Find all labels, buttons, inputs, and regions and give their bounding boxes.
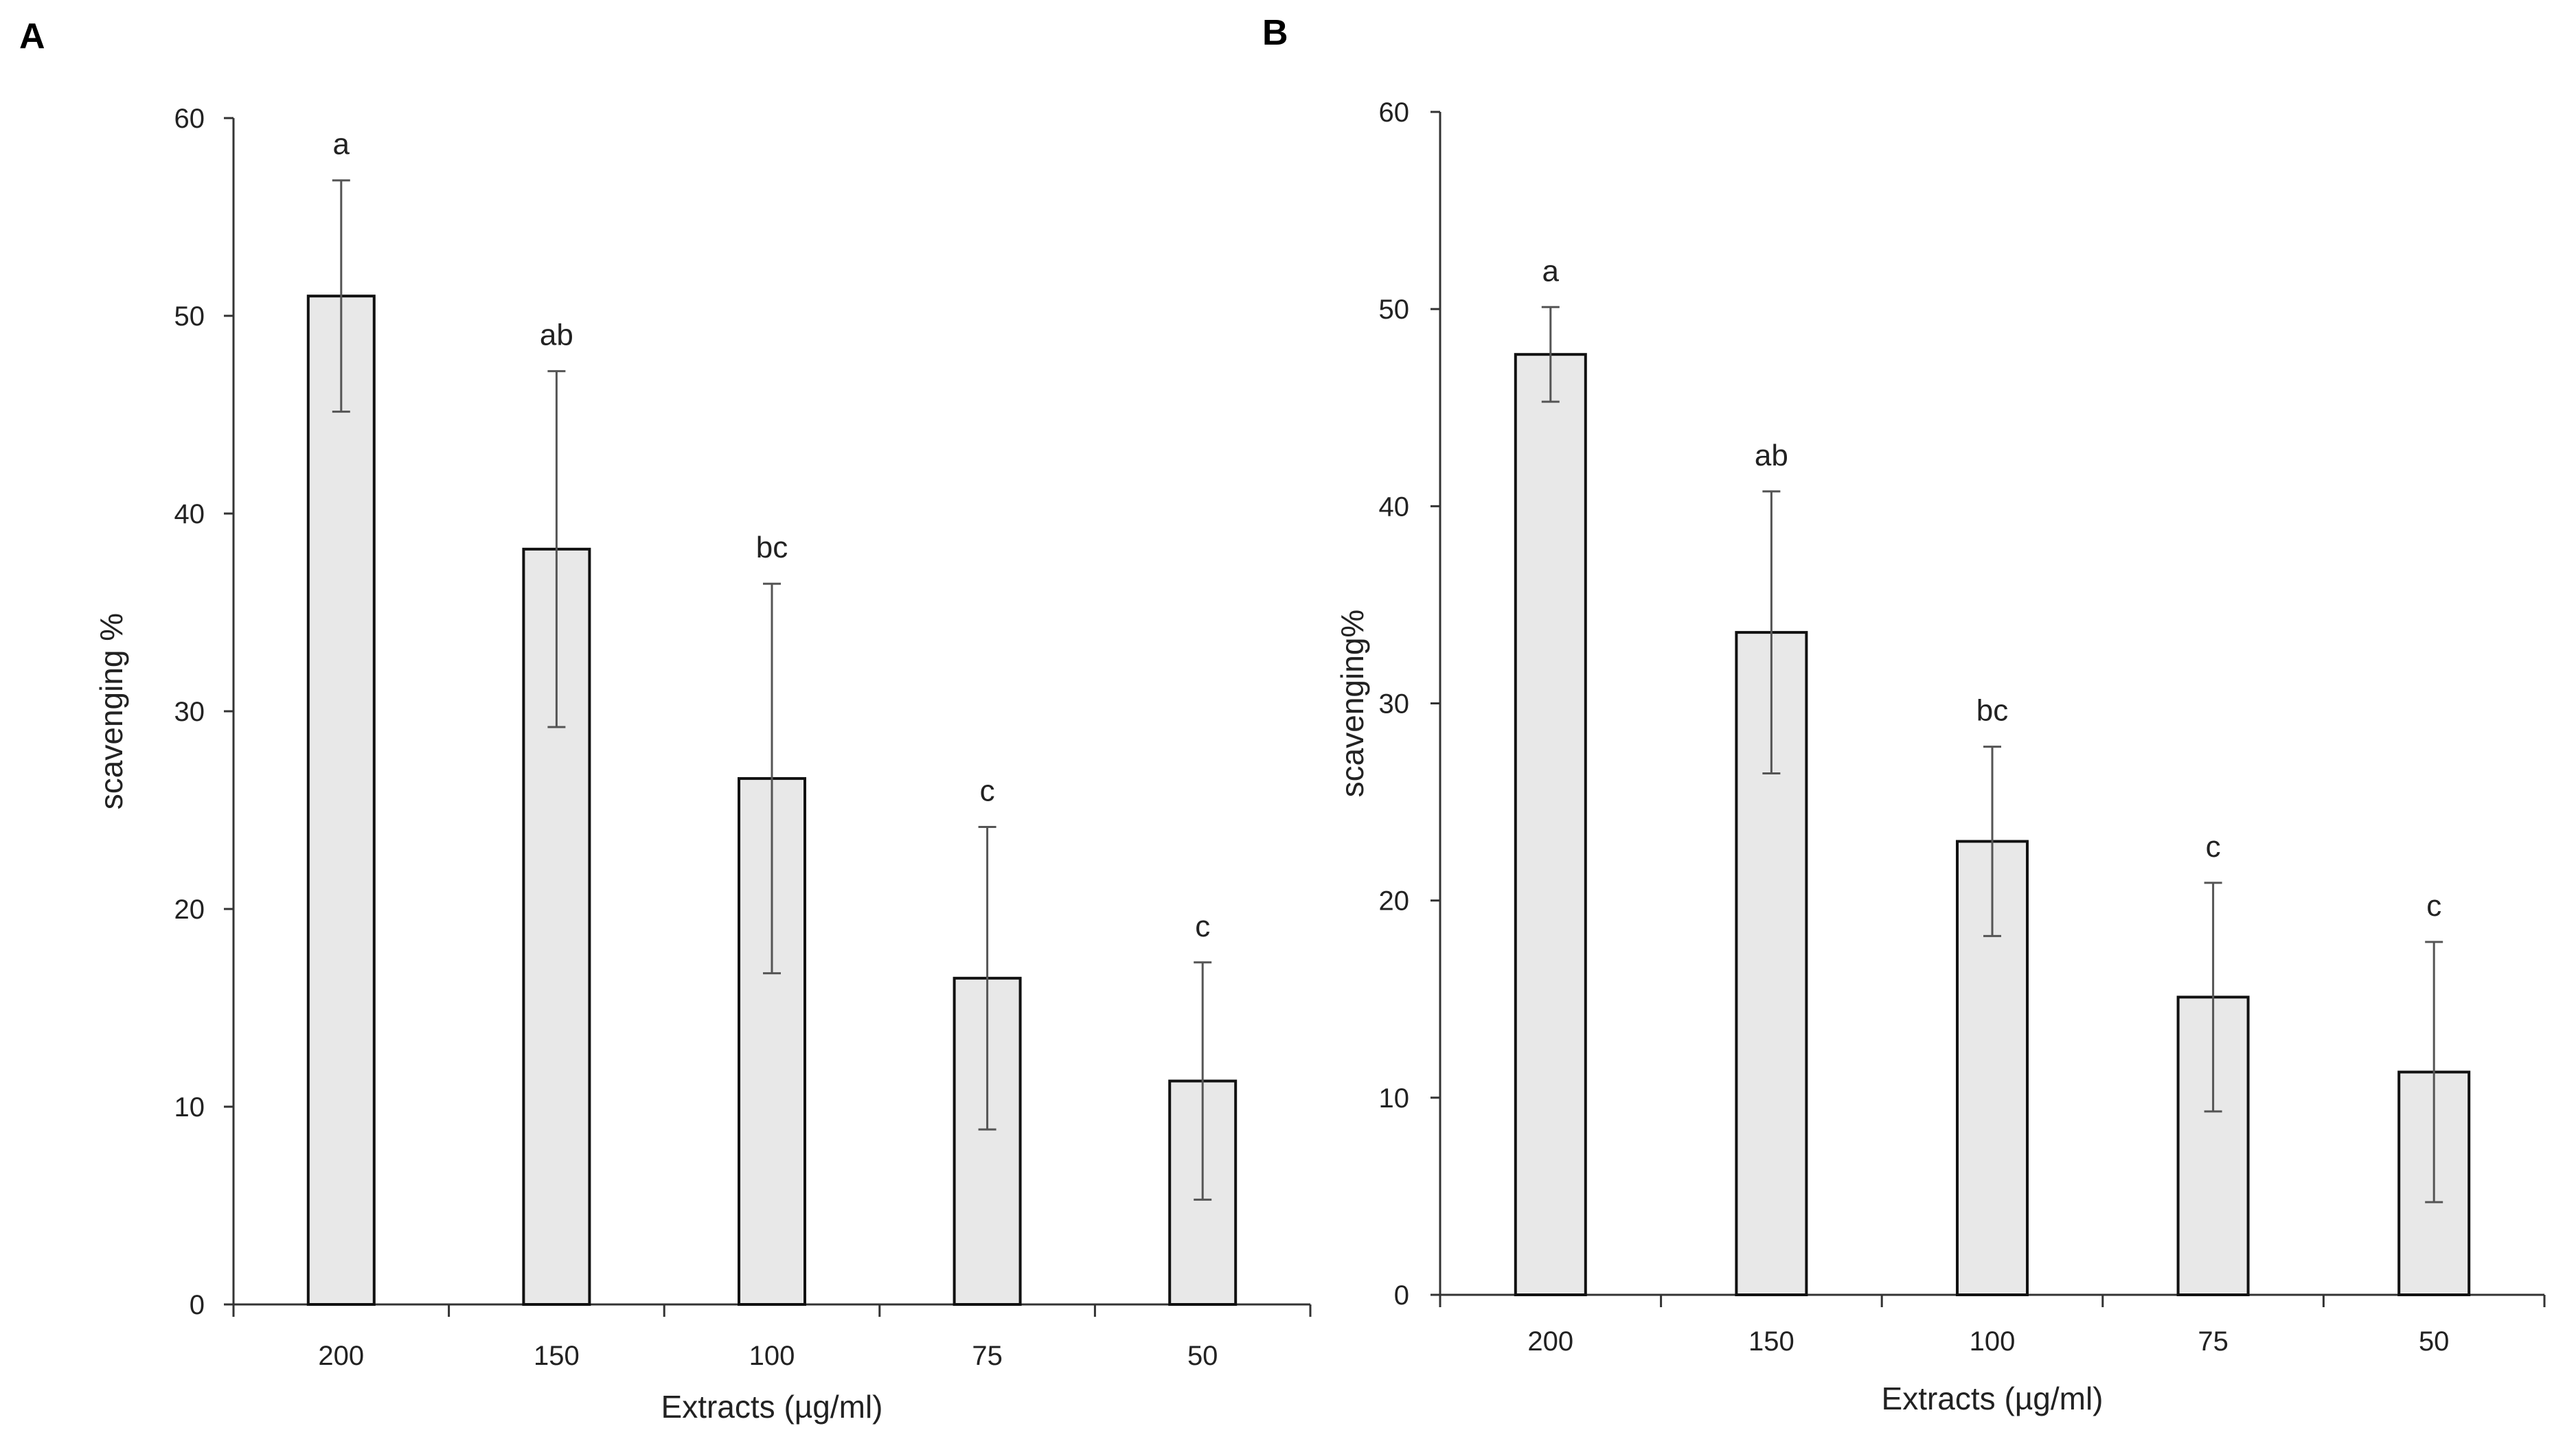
panel-a-x-tick-label: 100 [749, 1341, 795, 1371]
panel-b-x-tick-label: 75 [2198, 1326, 2229, 1357]
panel-a-significance-label: c [1195, 910, 1210, 943]
panel-a-y-tick-label: 30 [174, 697, 205, 727]
panel-a-y-tick-label: 50 [174, 301, 205, 332]
panel-a-y-tick-label: 20 [174, 895, 205, 925]
panel-b-marks: 0 10 20 30 40 50 60 a 200 ab 150 bc 100 c 75 c 50 [1379, 97, 2546, 1357]
panel-a-significance-label: bc [756, 531, 788, 564]
panel-b-x-tick-label: 200 [1527, 1326, 1573, 1357]
panel-a-significance-label: a [333, 128, 350, 161]
panel-b-significance-label: bc [1976, 694, 2008, 728]
panel-b-x-tick-label: 150 [1748, 1326, 1794, 1357]
panel-b-y-tick-label: 50 [1379, 295, 1410, 325]
panel-a-x-tick-label: 150 [534, 1341, 580, 1371]
panel-a-y-tick-label: 40 [174, 499, 205, 529]
panel-a-y-tick-label: 10 [174, 1092, 205, 1123]
panel-a-label: A [19, 16, 45, 56]
panel-b-y-tick-label: 10 [1379, 1083, 1410, 1114]
panel-b-y-tick-label: 0 [1394, 1280, 1409, 1311]
panel-b-significance-label: a [1542, 254, 1560, 288]
panel-a-significance-label: ab [540, 319, 573, 352]
panel-a-significance-label: c [980, 774, 995, 807]
panel-a-y-tick-label: 0 [190, 1290, 205, 1320]
panel-b-significance-label: c [2206, 830, 2221, 864]
panel-b: B scavenging% Extracts (µg/ml) 0 10 20 30 40… [1262, 13, 2546, 1416]
panel-a-x-axis-title: Extracts (µg/ml) [661, 1389, 883, 1425]
panel-b-y-tick-label: 30 [1379, 689, 1410, 720]
panel-a-y-axis-title: scavenging % [93, 613, 129, 809]
panel-a-bar-200 [306, 295, 376, 1306]
panel-a-x-tick-label: 50 [1187, 1341, 1218, 1371]
panel-b-label: B [1262, 13, 1288, 53]
panel-b-y-tick-label: 20 [1379, 886, 1410, 917]
panel-b-significance-label: c [2426, 889, 2441, 923]
panel-b-significance-label: ab [1755, 439, 1788, 472]
panel-a-x-tick-label: 75 [972, 1341, 1003, 1371]
panel-b-bar-200 [1514, 353, 1587, 1297]
panel-b-y-tick-label: 40 [1379, 492, 1410, 522]
panel-a-marks: 0 10 20 30 40 50 60 a 200 ab 150 bc 100 c 75 c 50 [174, 104, 1312, 1371]
panel-a: A scavenging % Extracts (µg/ml) 0 10 20 30 4… [19, 16, 1312, 1425]
panel-b-y-tick-label: 60 [1379, 97, 1410, 128]
panel-b-x-tick-label: 100 [1970, 1326, 2016, 1357]
panel-b-y-axis-title: scavenging% [1334, 610, 1370, 798]
panel-b-x-axis-title: Extracts (µg/ml) [1882, 1381, 2104, 1416]
panel-a-x-tick-label: 200 [318, 1341, 364, 1371]
panel-b-x-tick-label: 50 [2419, 1326, 2450, 1357]
panel-a-y-tick-label: 60 [174, 104, 205, 134]
